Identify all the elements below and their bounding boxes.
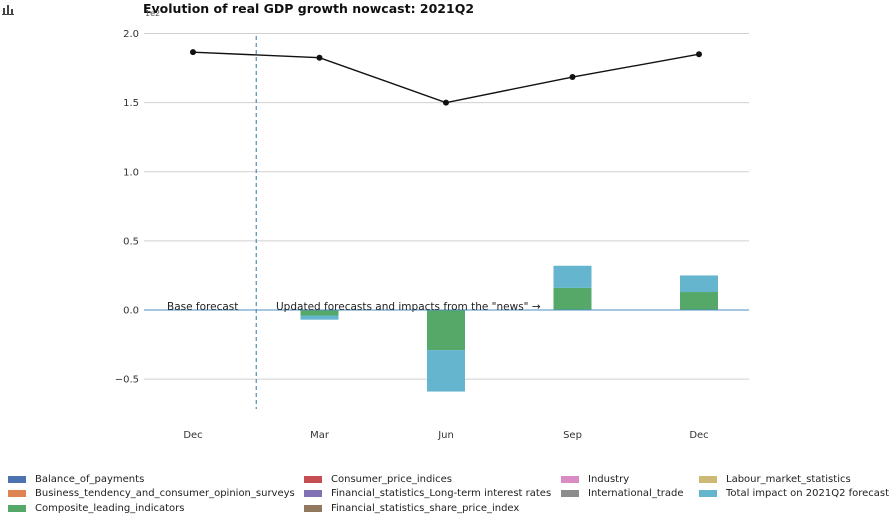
legend-swatch	[304, 476, 322, 483]
legend-label: Financial_statistics_share_price_index	[331, 503, 520, 514]
legend-item: Business_tendency_and_consumer_opinion_s…	[8, 488, 295, 499]
nowcast-point	[569, 74, 576, 81]
bar-composite-leading-indicators	[553, 287, 592, 310]
gdp-nowcast-chart: −0.5 0.0 0.5 1.0 1.5 2.0 Dec Mar Jun Sep Dec Base f…	[115, 29, 749, 441]
legend-swatch	[304, 505, 322, 512]
legend-item: Financial_statistics_share_price_index	[304, 503, 519, 514]
legend-item: International_trade	[561, 488, 683, 499]
nowcast-point	[443, 99, 449, 106]
nowcast-point	[190, 49, 196, 56]
legend-swatch	[561, 476, 579, 483]
legend-item: Consumer_price_indices	[304, 474, 452, 485]
legend-item: Industry	[561, 474, 629, 485]
y-tick-label: 2.0	[123, 29, 139, 40]
y-tick-label: 0.0	[123, 306, 139, 317]
legend-swatch	[8, 476, 26, 483]
x-tick-label: Jun	[437, 430, 454, 441]
y-tick-label: −0.5	[115, 375, 139, 386]
y-tick-label: 1.0	[123, 167, 139, 178]
y-axis-unit: 1e2	[145, 9, 161, 18]
legend-swatch	[699, 476, 717, 483]
bar-composite-leading-indicators	[300, 310, 339, 316]
bar-composite-leading-indicators	[680, 292, 718, 310]
legend-item: Composite_leading_indicators	[8, 503, 184, 514]
legend-label: Financial_statistics_Long-term interest …	[331, 488, 552, 499]
x-tick-label: Dec	[689, 430, 708, 441]
annotation-base-forecast: Base forecast	[167, 301, 238, 313]
chart-title: Evolution of real GDP growth nowcast: 20…	[143, 1, 475, 16]
legend-label: Consumer_price_indices	[331, 474, 452, 485]
y-tick-label: 0.5	[123, 236, 139, 247]
x-tick-label: Dec	[183, 430, 202, 441]
legend-swatch	[561, 490, 579, 497]
legend-label: Labour_market_statistics	[726, 474, 851, 485]
legend-label: Business_tendency_and_consumer_opinion_s…	[35, 488, 295, 499]
annotation-updated-forecasts: Updated forecasts and impacts from the "…	[276, 301, 541, 313]
chart-legend: Balance_of_payments Business_tendency_and…	[8, 474, 890, 524]
legend-label: International_trade	[588, 488, 684, 499]
x-tick-label: Mar	[310, 430, 330, 441]
x-tick-label: Sep	[563, 430, 582, 441]
legend-swatch	[304, 490, 322, 497]
legend-swatch	[8, 490, 26, 497]
legend-item: Labour_market_statistics	[699, 474, 851, 485]
legend-item: Balance_of_payments	[8, 474, 144, 485]
nowcast-line	[192, 51, 700, 104]
legend-swatch	[699, 490, 717, 497]
legend-label: Balance_of_payments	[35, 474, 145, 485]
legend-swatch	[8, 505, 26, 512]
chart-icon[interactable]	[2, 3, 14, 15]
nowcast-point	[316, 54, 323, 61]
bar-total-impact-on-2021q2-forecast	[680, 275, 718, 293]
legend-item: Total impact on 2021Q2 forecast	[699, 488, 889, 499]
nowcast-point	[696, 51, 702, 58]
bar-composite-leading-indicators	[427, 310, 465, 351]
legend-label: Industry	[588, 474, 630, 485]
y-tick-label: 1.5	[123, 98, 139, 109]
legend-label: Total impact on 2021Q2 forecast	[726, 488, 890, 499]
bar-total-impact-on-2021q2-forecast	[553, 265, 592, 288]
bar-total-impact-on-2021q2-forecast	[300, 315, 339, 320]
legend-label: Composite_leading_indicators	[35, 503, 185, 514]
legend-item: Financial_statistics_Long-term interest …	[304, 488, 551, 499]
bar-total-impact-on-2021q2-forecast	[427, 350, 465, 392]
